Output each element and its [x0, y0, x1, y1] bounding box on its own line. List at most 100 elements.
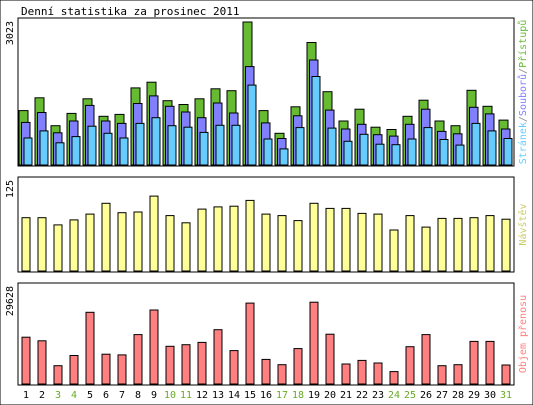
panel-1: 3023 Stránek/Souborů/Přístupů — [5, 17, 529, 167]
day-label-20: 20 — [324, 390, 336, 401]
y-max-label: 3023 — [5, 21, 16, 45]
bar-n-v-t-v-day-12 — [197, 208, 207, 272]
bar-str-nek-day-1 — [23, 137, 33, 166]
day-label-9: 9 — [151, 390, 157, 401]
bar-str-nek-day-18 — [295, 127, 305, 166]
day-label-17: 17 — [276, 390, 288, 401]
bar-objem-p-enosu-day-16 — [261, 358, 271, 385]
bar-str-nek-day-24 — [391, 144, 401, 166]
day-label-16: 16 — [260, 390, 272, 401]
day-label-7: 7 — [119, 390, 125, 401]
bar-str-nek-day-30 — [487, 130, 497, 166]
bar-n-v-t-v-day-8 — [133, 211, 143, 272]
bar-objem-p-enosu-day-27 — [437, 365, 447, 385]
bar-objem-p-enosu-day-5 — [85, 311, 95, 385]
day-label-19: 19 — [308, 390, 320, 401]
bar-str-nek-day-16 — [263, 138, 273, 166]
day-label-28: 28 — [452, 390, 464, 401]
bar-objem-p-enosu-day-19 — [309, 301, 319, 385]
bar-n-v-t-v-day-27 — [437, 217, 447, 272]
bar-objem-p-enosu-day-9 — [149, 309, 159, 385]
bar-objem-p-enosu-day-14 — [229, 350, 239, 385]
bar-n-v-t-v-day-16 — [261, 213, 271, 272]
day-label-8: 8 — [135, 390, 141, 401]
bar-objem-p-enosu-day-29 — [469, 340, 479, 385]
day-label-4: 4 — [71, 390, 77, 401]
bar-str-nek-day-21 — [343, 140, 353, 166]
bar-str-nek-day-5 — [87, 125, 97, 166]
day-label-2: 2 — [39, 390, 45, 401]
bar-n-v-t-v-day-31 — [501, 218, 511, 272]
panel-2: 125 Návštěv — [5, 176, 529, 273]
day-label-10: 10 — [164, 390, 176, 401]
bar-objem-p-enosu-day-18 — [293, 348, 303, 385]
bar-objem-p-enosu-day-24 — [389, 371, 399, 385]
bar-objem-p-enosu-day-31 — [501, 364, 511, 385]
bar-n-v-t-v-day-20 — [325, 207, 335, 272]
day-label-11: 11 — [180, 390, 192, 401]
day-label-24: 24 — [388, 390, 400, 401]
bar-n-v-t-v-day-7 — [117, 212, 127, 272]
bar-n-v-t-v-day-21 — [341, 207, 351, 272]
bar-n-v-t-v-day-6 — [101, 202, 111, 272]
day-label-31: 31 — [500, 390, 512, 401]
bar-str-nek-day-19 — [311, 76, 321, 166]
side-label-part: Souborů — [517, 74, 529, 116]
bar-objem-p-enosu-day-15 — [245, 302, 255, 385]
bar-objem-p-enosu-day-10 — [165, 345, 175, 385]
day-label-3: 3 — [55, 390, 61, 401]
bar-objem-p-enosu-day-22 — [357, 359, 367, 385]
series-side-label: Stránek/Souborů/Přístupů — [517, 20, 529, 165]
panel-3: 29628 Objem přenosu — [5, 282, 529, 386]
series-side-label: Objem přenosu — [517, 295, 529, 373]
bar-str-nek-day-7 — [119, 137, 129, 166]
day-label-6: 6 — [103, 390, 109, 401]
side-label-part: / — [518, 116, 529, 122]
day-axis-labels: 1 2 3 4 5 6 7 8 9 10 11 12 13 14 15 16 17 18 19 20 21 22 23 24 2… — [23, 390, 512, 401]
bar-n-v-t-v-day-9 — [149, 195, 159, 272]
day-label-25: 25 — [404, 390, 416, 401]
side-label-part: Stránek — [517, 122, 529, 164]
side-label-part: Objem přenosu — [517, 295, 529, 373]
bar-n-v-t-v-day-23 — [373, 213, 383, 272]
y-max-label: 125 — [5, 180, 16, 198]
series-side-label: Návštěv — [517, 203, 529, 245]
bar-objem-p-enosu-day-13 — [213, 329, 223, 385]
day-label-14: 14 — [228, 390, 240, 401]
bar-n-v-t-v-day-25 — [405, 215, 415, 272]
bar-str-nek-day-28 — [455, 144, 465, 166]
bar-n-v-t-v-day-24 — [389, 229, 399, 272]
day-label-15: 15 — [244, 390, 256, 401]
bar-n-v-t-v-day-22 — [357, 212, 367, 272]
bar-objem-p-enosu-day-21 — [341, 363, 351, 385]
bar-n-v-t-v-day-4 — [69, 219, 79, 272]
bar-str-nek-day-12 — [199, 131, 209, 166]
bar-n-v-t-v-day-10 — [165, 215, 175, 272]
bar-objem-p-enosu-day-25 — [405, 346, 415, 385]
y-max-label: 29628 — [5, 286, 16, 316]
bar-str-nek-day-9 — [151, 117, 161, 166]
bar-n-v-t-v-day-13 — [213, 206, 223, 272]
bar-str-nek-day-31 — [503, 138, 513, 166]
bar-n-v-t-v-day-3 — [53, 224, 63, 272]
bar-n-v-t-v-day-30 — [485, 215, 495, 272]
bar-str-nek-day-6 — [103, 132, 113, 166]
bar-objem-p-enosu-day-1 — [21, 336, 31, 385]
side-label-part: Návštěv — [517, 203, 529, 245]
bar-str-nek-day-13 — [215, 124, 225, 166]
day-label-23: 23 — [372, 390, 384, 401]
bar-objem-p-enosu-day-30 — [485, 340, 495, 385]
bar-objem-p-enosu-day-17 — [277, 364, 287, 385]
bar-objem-p-enosu-day-11 — [181, 344, 191, 385]
bar-str-nek-day-29 — [471, 122, 481, 166]
bar-str-nek-day-27 — [439, 139, 449, 166]
day-label-30: 30 — [484, 390, 496, 401]
bar-str-nek-day-8 — [135, 122, 145, 166]
bar-str-nek-day-22 — [359, 133, 369, 166]
bar-objem-p-enosu-day-26 — [421, 334, 431, 385]
bar-objem-p-enosu-day-3 — [53, 365, 63, 385]
bar-n-v-t-v-day-2 — [37, 217, 47, 272]
bar-n-v-t-v-day-15 — [245, 199, 255, 272]
day-label-21: 21 — [340, 390, 352, 401]
